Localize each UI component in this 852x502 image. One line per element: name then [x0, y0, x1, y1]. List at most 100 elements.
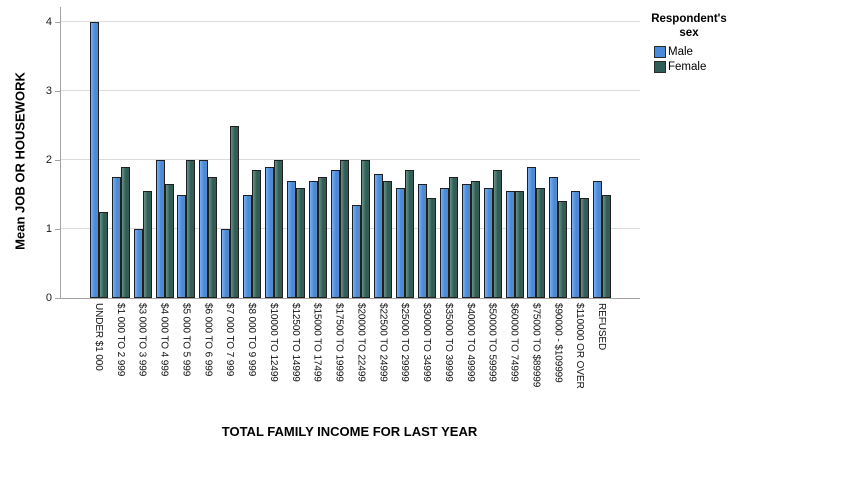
bar-male [527, 167, 537, 298]
x-tick-label: $12500 TO 14999 [289, 303, 301, 382]
bar-male [593, 181, 603, 298]
female-swatch-icon [654, 61, 666, 74]
bar-group [263, 7, 285, 298]
legend: Respondent's sex Male Female [646, 12, 776, 75]
x-label-slot: $50000 TO 59999 [481, 303, 503, 382]
x-label-slot: $17500 TO 19999 [328, 303, 350, 382]
bar-group [482, 7, 504, 298]
legend-item-female: Female [654, 60, 776, 75]
x-label-slot: $5 000 TO 5 999 [175, 303, 197, 376]
legend-items: Male Female [646, 45, 776, 75]
legend-label-female: Female [668, 61, 707, 74]
y-tick-mark [55, 160, 60, 161]
bar-group [438, 7, 460, 298]
bar-male [505, 191, 515, 298]
x-tick-label: $6 000 TO 6 999 [202, 303, 214, 377]
x-label-slot: $75000 TO $89999 [525, 303, 547, 387]
x-label-slot: $60000 TO 74999 [503, 303, 525, 382]
x-label-slot: $12500 TO 14999 [284, 303, 306, 382]
bar-group [132, 7, 154, 298]
bar-female [514, 191, 524, 298]
x-tick-label: $25000 TO 29999 [399, 303, 411, 382]
x-label-slot: $15000 TO 17499 [306, 303, 328, 382]
bar-male [111, 177, 121, 298]
bar-female [492, 170, 502, 298]
bar-female [230, 126, 240, 298]
bar-female [120, 167, 130, 298]
x-label-slot: $30000 TO 34999 [415, 303, 437, 382]
x-tick-label: $15000 TO 17499 [311, 303, 323, 382]
bar-male [352, 205, 362, 298]
bar-female [427, 198, 437, 298]
y-axis-title: Mean JOB OR HOUSEWORK [12, 72, 28, 250]
x-label-slot: $8 000 TO 9 999 [240, 303, 262, 376]
legend-label-male: Male [668, 46, 693, 59]
bar-female [98, 212, 108, 298]
bar-male [571, 191, 581, 298]
bar-male [308, 181, 318, 298]
bar-male [243, 195, 253, 298]
x-label-slot: $25000 TO 29999 [393, 303, 415, 382]
bars-container [88, 7, 613, 298]
y-tick-mark [55, 91, 60, 92]
bar-male [89, 22, 99, 298]
x-tick-label: $75000 TO $89999 [530, 303, 542, 388]
bar-female [470, 181, 480, 298]
bar-female [536, 188, 546, 298]
bar-male [549, 177, 559, 298]
bar-female [273, 160, 283, 298]
x-tick-label: $40000 TO 49999 [464, 303, 476, 382]
x-label-slot: $90000 - $109999 [546, 303, 568, 383]
gridline [61, 21, 640, 22]
y-tick-label: 4 [45, 16, 52, 28]
bar-group [88, 7, 110, 298]
x-tick-label: $50000 TO 59999 [486, 303, 498, 382]
x-tick-label: $60000 TO 74999 [508, 303, 520, 382]
bar-female [383, 181, 393, 298]
bar-female [361, 160, 371, 298]
x-tick-label: $10000 TO 12499 [267, 303, 279, 382]
bar-male [177, 195, 187, 298]
bar-group [219, 7, 241, 298]
x-tick-label: $110000 OR OVER [574, 303, 586, 389]
y-tick-label: 2 [45, 154, 52, 166]
bar-group [285, 7, 307, 298]
x-tick-label: $4 000 TO 4 999 [158, 303, 170, 377]
bar-group [547, 7, 569, 298]
bar-male [199, 160, 209, 298]
bar-male [461, 184, 471, 298]
x-tick-label: $20000 TO 22499 [355, 303, 367, 382]
bar-group [241, 7, 263, 298]
y-tick-label: 1 [45, 223, 52, 235]
bar-group [307, 7, 329, 298]
x-tick-label: $35000 TO 39999 [442, 303, 454, 382]
bar-female [164, 184, 174, 298]
x-tick-label: $90000 - $109999 [552, 303, 564, 383]
y-tick-label: 3 [45, 85, 52, 97]
bar-group [504, 7, 526, 298]
x-label-slot: $110000 OR OVER [568, 303, 590, 389]
bar-group [394, 7, 416, 298]
x-tick-label: $22500 TO 24999 [377, 303, 389, 382]
bar-female [580, 198, 590, 298]
bar-group [569, 7, 591, 298]
x-label-slot: $1 000 TO 2 999 [109, 303, 131, 376]
bar-male [483, 188, 493, 298]
x-axis-labels: UNDER $1 000 $1 000 TO 2 999 $3 000 TO 3 9… [87, 303, 612, 389]
gridline [61, 90, 640, 91]
x-label-slot: $40000 TO 49999 [459, 303, 481, 382]
bar-group [526, 7, 548, 298]
bar-group [351, 7, 373, 298]
bar-group [460, 7, 482, 298]
bar-female [252, 170, 262, 298]
bar-male [286, 181, 296, 298]
x-tick-label: UNDER $1 000 [92, 303, 104, 371]
bar-male [396, 188, 406, 298]
x-label-slot: $3 000 TO 3 999 [131, 303, 153, 376]
bar-group [329, 7, 351, 298]
x-tick-label: $17500 TO 19999 [333, 303, 345, 382]
bar-group [372, 7, 394, 298]
plot-area [60, 7, 640, 299]
x-label-slot: UNDER $1 000 [87, 303, 109, 371]
bar-group [176, 7, 198, 298]
